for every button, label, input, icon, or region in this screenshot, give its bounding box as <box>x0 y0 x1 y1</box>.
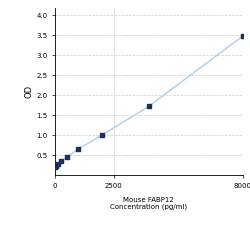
Point <box>240 34 244 38</box>
Point <box>56 162 60 166</box>
Point <box>147 104 151 108</box>
Point <box>100 133 104 137</box>
Point <box>59 159 63 163</box>
Point <box>65 155 69 159</box>
Point <box>53 165 57 169</box>
Point <box>76 147 80 151</box>
Point <box>54 164 58 168</box>
Y-axis label: OD: OD <box>24 85 33 98</box>
X-axis label: Mouse FABP12
Concentration (pg/ml): Mouse FABP12 Concentration (pg/ml) <box>110 197 187 210</box>
